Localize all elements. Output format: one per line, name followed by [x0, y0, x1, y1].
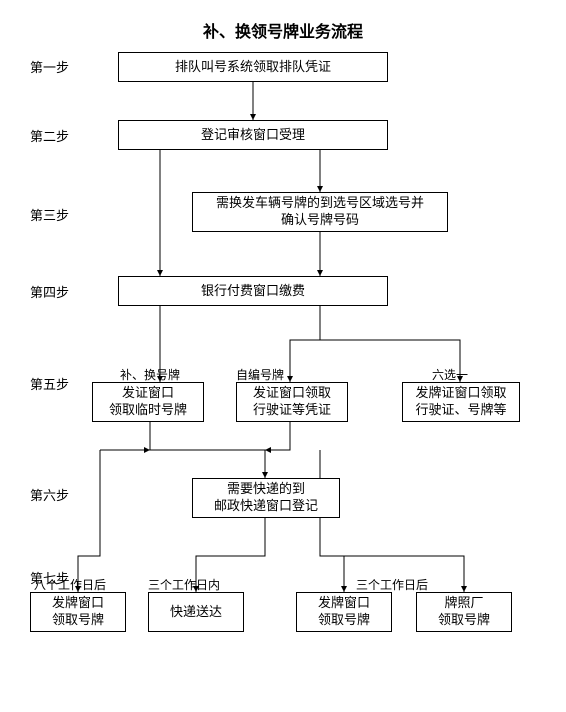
arrow — [265, 422, 290, 450]
step-label: 第六步 — [30, 485, 69, 504]
flow-node: 发牌证窗口领取 行驶证、号牌等 — [402, 382, 520, 422]
flow-node: 发证窗口领取 行驶证等凭证 — [236, 382, 348, 422]
edge-label: 八个工作日后 — [34, 576, 106, 593]
step-label: 第二步 — [30, 126, 69, 145]
arrow — [290, 306, 320, 382]
page-title: 补、换领号牌业务流程 — [0, 18, 566, 42]
step-label: 第五步 — [30, 374, 69, 393]
flow-node: 登记审核窗口受理 — [118, 120, 388, 150]
step-label: 第三步 — [30, 205, 69, 224]
arrow — [78, 450, 100, 592]
arrow — [320, 450, 344, 592]
flow-node: 发证窗口 领取临时号牌 — [92, 382, 204, 422]
flow-node: 发牌窗口 领取号牌 — [30, 592, 126, 632]
step-label: 第一步 — [30, 57, 69, 76]
step-label: 第四步 — [30, 282, 69, 301]
flow-node: 发牌窗口 领取号牌 — [296, 592, 392, 632]
flow-node: 需换发车辆号牌的到选号区域选号并 确认号牌号码 — [192, 192, 448, 232]
flow-node: 排队叫号系统领取排队凭证 — [118, 52, 388, 82]
edge-label: 六选一 — [432, 366, 468, 383]
edge-label: 补、换号牌 — [120, 366, 180, 383]
flow-node: 牌照厂 领取号牌 — [416, 592, 512, 632]
edge-label: 三个工作日内 — [148, 576, 220, 593]
arrow — [150, 422, 265, 478]
edge-label: 自编号牌 — [236, 366, 284, 383]
edge-label: 三个工作日后 — [356, 576, 428, 593]
flow-node: 需要快递的到 邮政快递窗口登记 — [192, 478, 340, 518]
flow-node: 银行付费窗口缴费 — [118, 276, 388, 306]
flow-node: 快递送达 — [148, 592, 244, 632]
